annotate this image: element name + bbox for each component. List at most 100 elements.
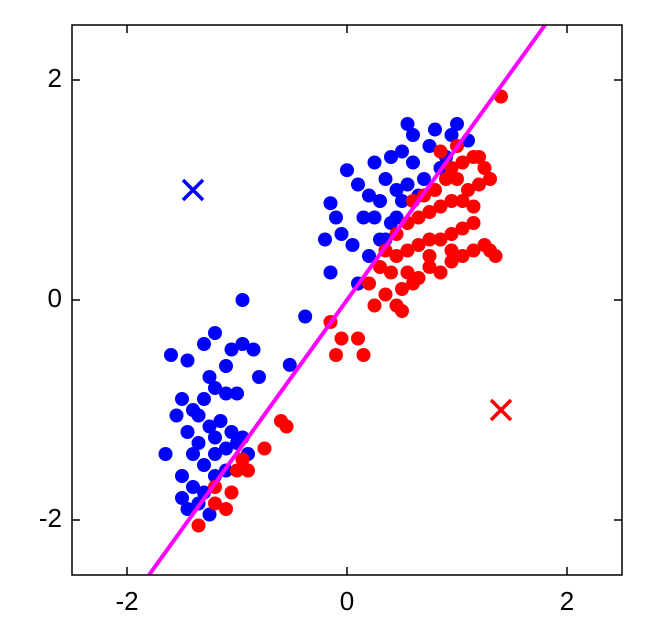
- point: [395, 194, 409, 208]
- point: [378, 172, 393, 186]
- point: [428, 183, 442, 197]
- point: [461, 183, 475, 197]
- point: [191, 436, 206, 450]
- point: [389, 249, 404, 263]
- point: [384, 216, 398, 230]
- point: [219, 359, 233, 373]
- point: [362, 276, 376, 291]
- point: [213, 414, 228, 428]
- point: [439, 172, 453, 186]
- point: [252, 370, 266, 384]
- point: [466, 199, 481, 214]
- point: [477, 161, 492, 175]
- point: [208, 326, 222, 340]
- y-tick-label: 2: [48, 63, 62, 93]
- point: [466, 243, 481, 258]
- point: [334, 227, 349, 241]
- point: [477, 238, 492, 252]
- point: [208, 447, 222, 461]
- point: [274, 414, 288, 428]
- point: [235, 293, 250, 307]
- y-tick-label: -2: [39, 503, 62, 533]
- point: [488, 249, 503, 263]
- point: [257, 441, 272, 456]
- point: [230, 386, 244, 401]
- point: [175, 491, 189, 505]
- point: [329, 348, 343, 362]
- point: [411, 210, 426, 225]
- point: [422, 232, 437, 247]
- point: [351, 331, 365, 346]
- cross-marker: [181, 178, 205, 202]
- point: [400, 265, 415, 280]
- point: [384, 265, 398, 280]
- point: [235, 452, 250, 467]
- point: [433, 144, 448, 159]
- point: [224, 342, 239, 357]
- point: [395, 282, 409, 296]
- point: [180, 502, 195, 516]
- point: [362, 249, 376, 263]
- point: [444, 254, 459, 269]
- point: [367, 155, 382, 170]
- point: [334, 331, 349, 346]
- point: [219, 502, 233, 516]
- point: [433, 232, 448, 247]
- point: [246, 342, 261, 357]
- point: [356, 348, 371, 362]
- point: [186, 447, 200, 461]
- point: [373, 232, 387, 247]
- point: [202, 419, 217, 434]
- point: [400, 117, 415, 131]
- point: [175, 469, 189, 483]
- point: [395, 144, 409, 159]
- point: [400, 243, 415, 258]
- point: [406, 155, 420, 170]
- point: [367, 210, 382, 225]
- point: [202, 507, 217, 522]
- x-tick-label: 2: [560, 586, 574, 616]
- point: [345, 238, 360, 252]
- point: [219, 386, 233, 401]
- point: [362, 188, 376, 203]
- point: [191, 518, 206, 533]
- point: [208, 496, 222, 511]
- point: [282, 357, 297, 372]
- point: [202, 370, 217, 384]
- point: [395, 304, 409, 318]
- point: [433, 199, 448, 214]
- point: [169, 408, 184, 423]
- point: [450, 172, 464, 186]
- cross-marker: [489, 398, 513, 422]
- point: [241, 463, 255, 478]
- point: [340, 163, 354, 178]
- point: [180, 425, 195, 439]
- point: [422, 139, 437, 153]
- point: [351, 177, 365, 192]
- point: [433, 265, 448, 280]
- point: [219, 441, 233, 456]
- point: [422, 260, 437, 274]
- point: [411, 271, 426, 285]
- point: [191, 408, 206, 423]
- point: [378, 287, 393, 302]
- point: [466, 216, 481, 230]
- point: [298, 309, 313, 324]
- point: [472, 177, 486, 192]
- x-tick-label: -2: [115, 586, 138, 616]
- point: [323, 265, 338, 280]
- point: [230, 463, 244, 478]
- point: [373, 194, 387, 208]
- point: [400, 177, 415, 192]
- point: [235, 337, 250, 351]
- point: [444, 161, 459, 175]
- point: [455, 221, 470, 236]
- point: [197, 337, 211, 351]
- point: [323, 196, 338, 211]
- point: [208, 430, 222, 445]
- point: [224, 485, 239, 500]
- point: [367, 298, 382, 313]
- point: [450, 117, 464, 131]
- point: [417, 172, 431, 186]
